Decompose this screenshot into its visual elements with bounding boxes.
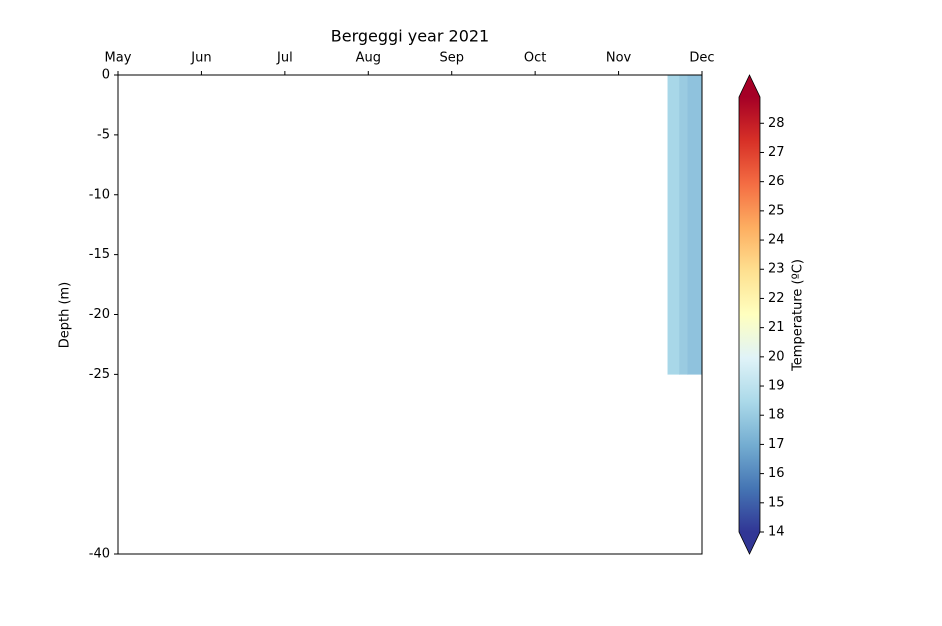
x-tick-label: May — [105, 51, 132, 66]
colorbar-tick-label: 27 — [768, 145, 785, 160]
colorbar-tick-label: 21 — [768, 320, 785, 335]
plot-frame — [117, 74, 703, 555]
y-tick-label: -10 — [89, 187, 110, 202]
y-tick-label: -40 — [89, 547, 110, 562]
y-tick-label: -25 — [89, 367, 110, 382]
heatmap-cell — [667, 74, 680, 375]
x-tick-label: Jun — [190, 51, 211, 66]
colorbar-extend-bottom — [739, 532, 760, 554]
colorbar-tick-label: 20 — [768, 349, 785, 364]
colorbar-tick-label: 28 — [768, 116, 785, 131]
colorbar-tick-label: 14 — [768, 525, 785, 540]
heatmap-cell — [687, 74, 703, 375]
y-tick-label: -5 — [97, 127, 110, 142]
colorbar-tick-label: 22 — [768, 291, 785, 306]
chart-title: Bergeggi year 2021 — [331, 27, 489, 46]
x-tick-label: Nov — [606, 51, 632, 66]
y-tick-label: -20 — [89, 307, 110, 322]
y-tick-label: -15 — [89, 247, 110, 262]
x-tick-label: Dec — [689, 51, 714, 66]
colorbar-tick-label: 19 — [768, 379, 785, 394]
colorbar — [739, 97, 760, 532]
colorbar-tick-label: 17 — [768, 437, 785, 452]
colorbar-tick-label: 26 — [768, 174, 785, 189]
colorbar-tick-label: 25 — [768, 203, 785, 218]
colorbar-tick-label: 23 — [768, 262, 785, 277]
colorbar-tick-label: 16 — [768, 466, 785, 481]
x-tick-label: Oct — [524, 51, 546, 66]
x-tick-label: Sep — [439, 51, 464, 66]
colorbar-tick-label: 18 — [768, 408, 785, 423]
colorbar-tick-label: 24 — [768, 233, 785, 248]
y-axis-label: Depth (m) — [58, 282, 73, 349]
colorbar-tick-label: 15 — [768, 495, 785, 510]
heatmap-cell — [679, 74, 689, 375]
colorbar-extend-top — [739, 75, 760, 97]
x-tick-label: Aug — [356, 51, 381, 66]
colorbar-label: Temperature (ºC) — [791, 259, 806, 372]
y-tick-label: 0 — [102, 68, 110, 83]
x-tick-label: Jul — [276, 51, 293, 66]
